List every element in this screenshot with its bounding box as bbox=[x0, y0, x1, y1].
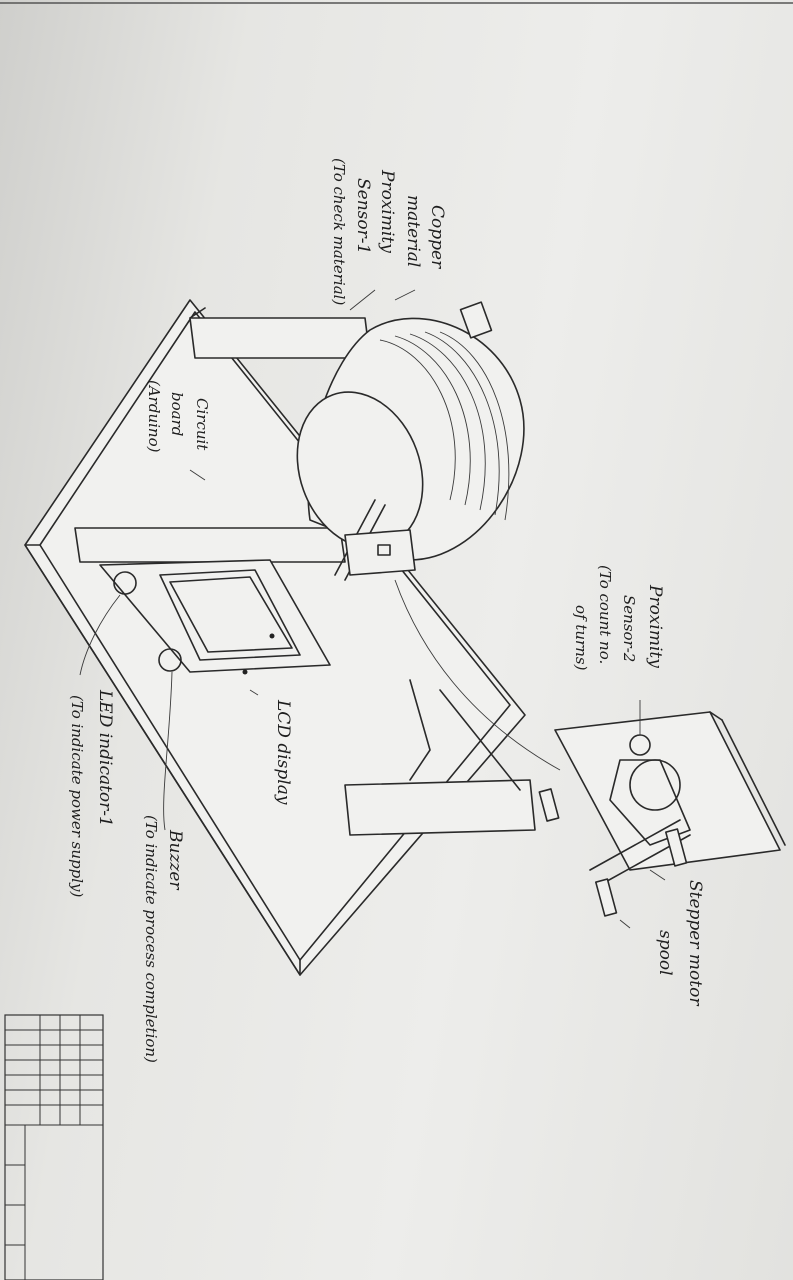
right-stand-post bbox=[344, 679, 536, 836]
label-copper-line2: material bbox=[403, 195, 423, 267]
label-proximity-sensor-1: Proximity Sensor-1 (To check material) bbox=[330, 158, 397, 305]
label-prox1-line3: (To check material) bbox=[330, 158, 348, 305]
label-spool: spool bbox=[655, 930, 675, 976]
label-circuit-line2: board bbox=[168, 392, 186, 436]
label-circuit-line3: (Arduino) bbox=[145, 380, 163, 453]
label-buzzer: Buzzer (To indicate process completion) bbox=[142, 815, 185, 1063]
label-proximity-sensor-2: Proximity Sensor-2 (To count no. of turn… bbox=[572, 565, 665, 671]
led-indicator-1 bbox=[113, 571, 137, 595]
label-stepper: Stepper motor bbox=[685, 880, 705, 1006]
copper-wire bbox=[394, 579, 561, 771]
label-copper-line1: Copper bbox=[427, 205, 447, 269]
buzzer bbox=[158, 648, 182, 672]
label-prox2-line2: Sensor-2 bbox=[620, 595, 638, 662]
label-prox1-line2: Sensor-1 bbox=[353, 178, 373, 254]
label-spool: spool bbox=[655, 930, 675, 976]
left-front-post bbox=[74, 527, 346, 563]
label-lcd-display: LCD display bbox=[273, 699, 293, 805]
stepper-motor-plate bbox=[538, 711, 786, 917]
label-led-line1: LED indicator-1 bbox=[95, 689, 115, 827]
label-circuit-board: Circuit board (Arduino) bbox=[145, 380, 211, 453]
label-circuit-line1: Circuit bbox=[193, 398, 211, 451]
label-prox1-line1: Proximity bbox=[377, 169, 397, 253]
title-block bbox=[4, 1014, 104, 1280]
label-led-indicator: LED indicator-1 (To indicate power suppl… bbox=[68, 689, 115, 897]
proximity-sensor-2-mount bbox=[344, 529, 416, 576]
label-prox2-line1: Proximity bbox=[645, 584, 665, 668]
leader-lines bbox=[79, 289, 666, 929]
label-copper-material: Copper material bbox=[403, 195, 447, 269]
label-led-line2: (To indicate power supply) bbox=[68, 695, 86, 897]
copper-drum bbox=[296, 301, 525, 581]
label-buzzer-line1: Buzzer bbox=[165, 829, 185, 890]
circuit-board-enclosure bbox=[99, 559, 331, 675]
label-stepper-motor: Stepper motor bbox=[685, 880, 705, 1006]
label-lcd: LCD display bbox=[273, 699, 293, 805]
label-prox2-line3: (To count no. bbox=[596, 565, 614, 664]
label-prox2-line4: of turns) bbox=[572, 605, 590, 671]
label-buzzer-line2: (To indicate process completion) bbox=[142, 815, 160, 1063]
